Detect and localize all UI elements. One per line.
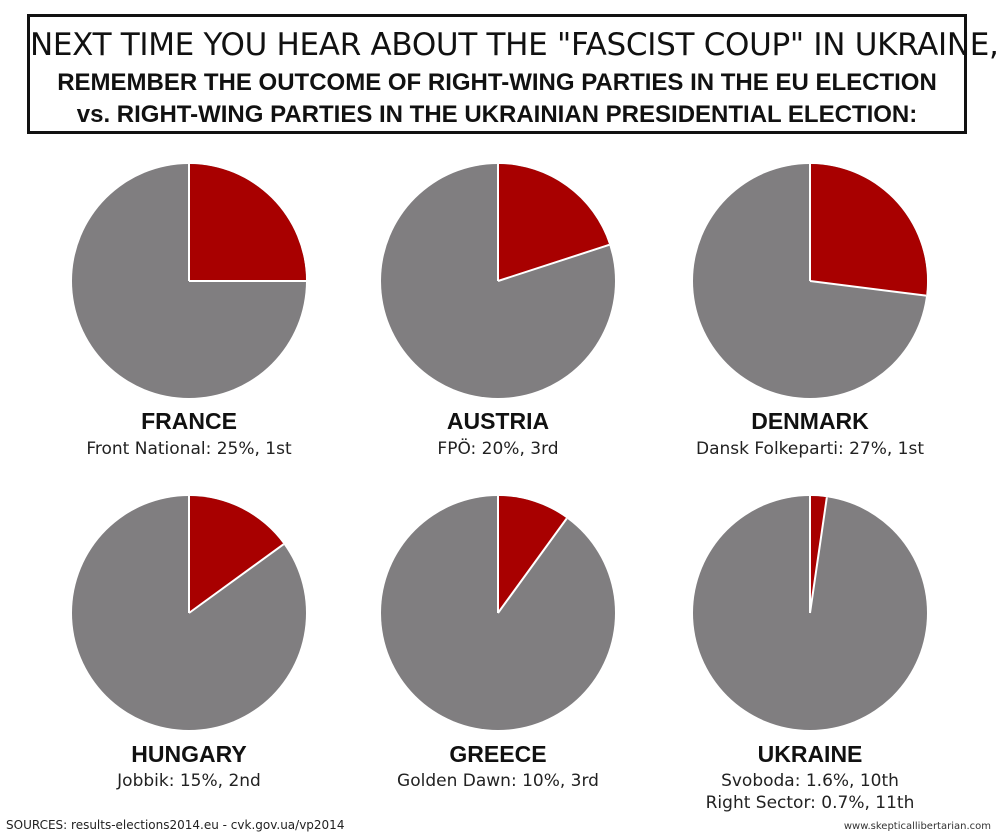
pie-slice-highlight-greece [498,496,567,613]
pie-title-hungary: HUNGARY [131,741,247,767]
pie-label-greece: Golden Dawn: 10%, 3rd [397,771,599,791]
pie-ukraine [693,496,927,730]
headline: NEXT TIME YOU HEAR ABOUT THE "FASCIST CO… [30,27,999,63]
pie-divider-denmark-1 [809,280,927,297]
pie-slice-highlight-france [189,164,306,281]
site-credit: www.skepticallibertarian.com [843,821,991,832]
pie-label-ukraine-svoboda: Svoboda: 1.6%, 10th [721,771,899,791]
pie-slice-highlight-austria [498,164,610,281]
pie-divider-hungary-1 [188,543,285,614]
pie-title-austria: AUSTRIA [446,408,550,434]
subheadline-1: REMEMBER THE OUTCOME OF RIGHT-WING PARTI… [57,69,937,96]
pie-label-austria: FPÖ: 20%, 3rd [437,439,559,459]
subheadline-2: vs. RIGHT-WING PARTIES IN THE UKRAINIAN … [76,101,918,128]
pie-label-france: Front National: 25%, 1st [86,439,292,459]
pie-divider-greece-1 [497,517,568,614]
pie-denmark [693,164,928,398]
pie-title-denmark: DENMARK [751,408,869,434]
sources-note: SOURCES: results-elections2014.eu - cvk.… [6,818,345,832]
pie-slice-highlight-denmark [810,164,928,296]
title-box: NEXT TIME YOU HEAR ABOUT THE "FASCIST CO… [27,14,999,134]
pie-greece [381,496,615,730]
pie-label-ukraine-right-sector: Right Sector: 0.7%, 11th [705,793,915,813]
pie-divider-austria-1 [497,243,610,282]
pie-hungary [72,496,306,730]
pie-title-france: FRANCE [141,408,237,434]
pie-label-denmark: Dansk Folkeparti: 27%, 1st [695,439,925,459]
pie-title-ukraine: UKRAINE [757,741,863,767]
pie-title-greece: GREECE [449,741,547,767]
pie-slice-highlight-hungary [189,496,284,613]
pie-label-hungary: Jobbik: 15%, 2nd [117,771,261,791]
pie-divider-ukraine-1 [809,497,828,614]
pie-austria [381,164,615,398]
pie-france [72,164,306,398]
